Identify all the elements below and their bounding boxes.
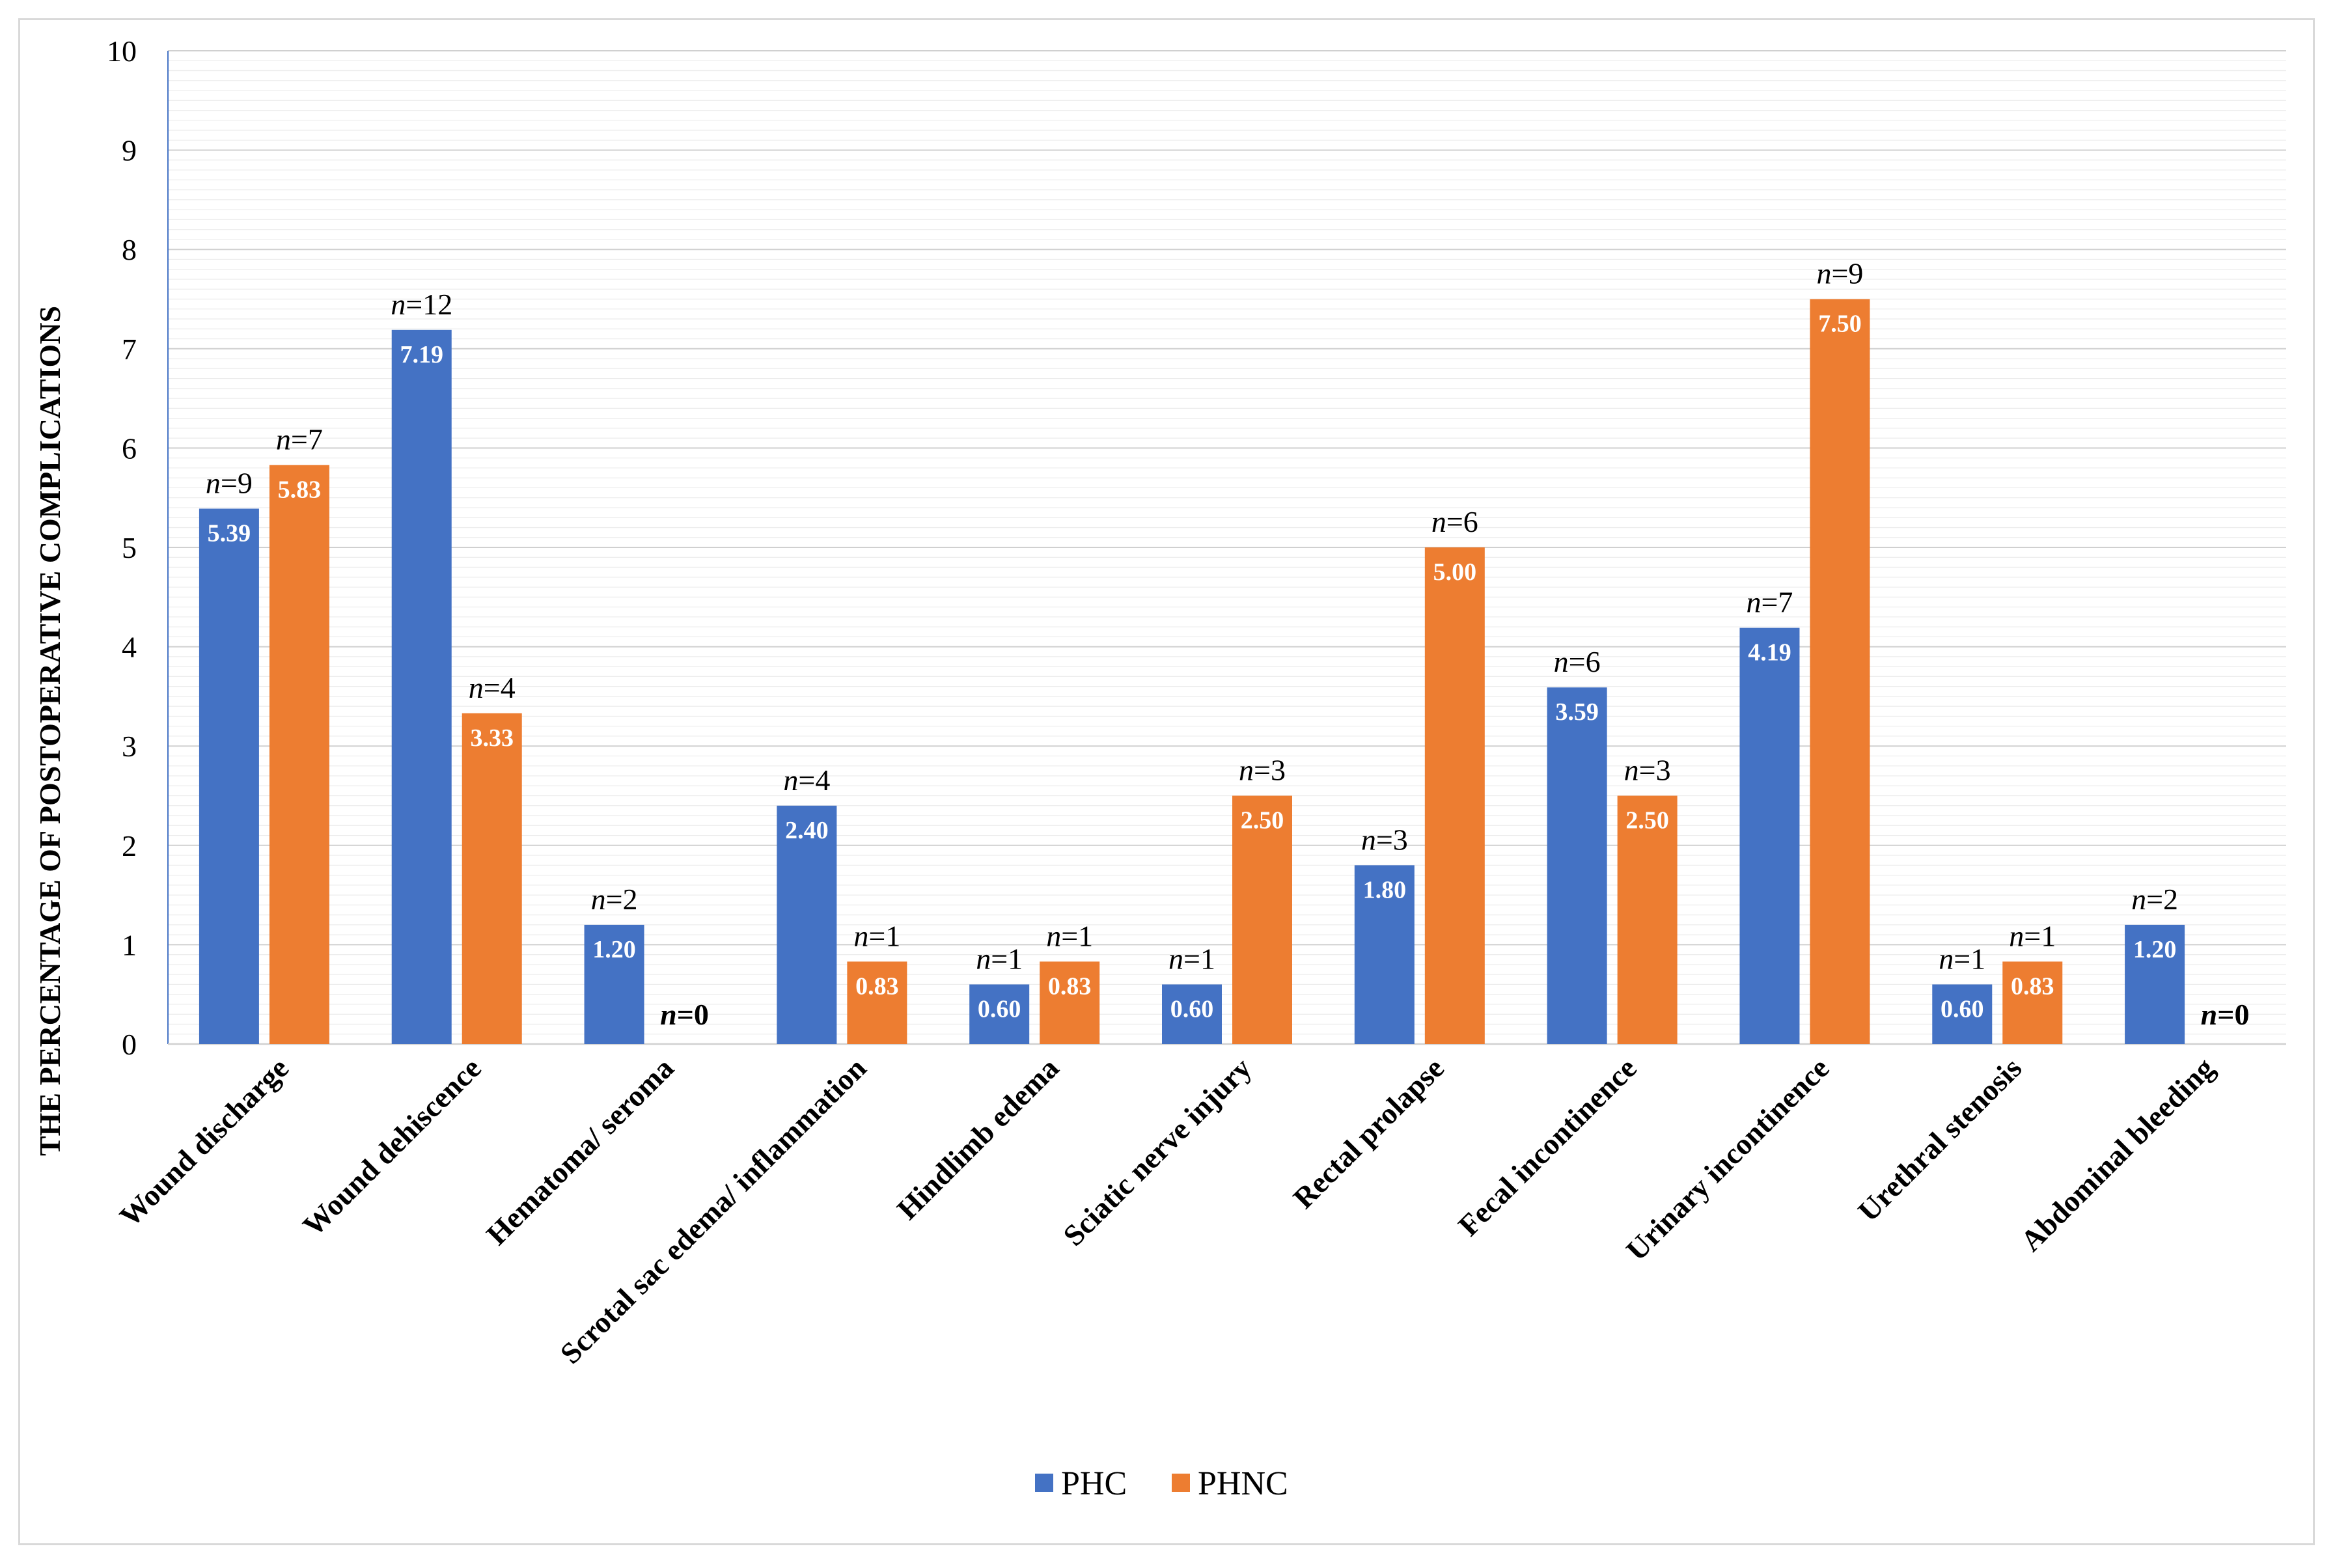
n-count-label: n=2	[591, 883, 638, 916]
n-count-label: n=12	[391, 288, 452, 321]
bar-phnc	[1617, 795, 1678, 1044]
bar-phnc	[1232, 795, 1292, 1044]
y-tick-label: 2	[122, 829, 137, 862]
bar-value-label: 3.59	[1555, 698, 1599, 726]
n-count-label: n=6	[1554, 645, 1601, 678]
category-label: Hematoma/ seroma	[480, 1051, 680, 1251]
bar-value-label: 0.60	[978, 995, 1021, 1023]
bar-value-label: 0.60	[1941, 995, 1984, 1023]
y-tick-label: 6	[122, 432, 137, 465]
bar-phnc	[1424, 547, 1485, 1044]
bar-phc	[1932, 984, 1993, 1044]
bar-phnc	[462, 713, 522, 1044]
legend-swatch-phnc	[1172, 1474, 1190, 1492]
y-tick-label: 5	[122, 531, 137, 564]
category-label: Urethral stenosis	[1851, 1051, 2028, 1228]
bar-value-label: 0.83	[855, 972, 899, 1000]
category-label: Hindlimb edema	[891, 1051, 1065, 1226]
n-count-label: n=1	[976, 942, 1023, 975]
category-label: Abdominal bleeding	[2014, 1051, 2220, 1258]
n-count-label: n=3	[1239, 754, 1286, 787]
bar-value-label: 5.39	[208, 519, 251, 547]
y-axis-label: THE PERCENTAGE OF POSTOPERATIVE COMPLICA…	[33, 306, 66, 1156]
y-tick-label: 3	[122, 730, 137, 763]
y-tick-label: 1	[122, 928, 137, 961]
bar-phnc	[1810, 299, 1870, 1044]
legend-swatch-phc	[1035, 1474, 1053, 1492]
y-tick-label: 10	[107, 34, 137, 68]
legend-label-phnc: PHNC	[1198, 1465, 1288, 1502]
category-label: Urinary incontinence	[1620, 1051, 1835, 1267]
bar-value-label: 0.60	[1170, 995, 1214, 1023]
bar-phc	[584, 924, 644, 1044]
bar-value-label: 7.19	[400, 341, 443, 368]
n-count-label: n=1	[1939, 942, 1985, 975]
bar-phc	[1739, 627, 1800, 1044]
n-count-label: n=1	[1046, 919, 1093, 952]
y-tick-label: 4	[122, 631, 137, 664]
n-count-label: n=1	[1168, 942, 1215, 975]
bar-value-label: 1.20	[2133, 936, 2177, 963]
n-count-label: n=7	[1746, 586, 1793, 619]
bar-value-label: 2.40	[785, 817, 829, 844]
category-label: Sciatic nerve injury	[1057, 1051, 1258, 1252]
bar-value-label: 1.80	[1363, 876, 1407, 903]
bar-phc	[391, 329, 452, 1044]
bar-value-label: 1.20	[592, 936, 636, 963]
bar-value-label: 5.00	[1433, 558, 1477, 586]
bar-value-label: 0.83	[2011, 972, 2054, 1000]
n-count-label: n=6	[1431, 505, 1478, 538]
bar-phc	[199, 508, 259, 1044]
category-label: Fecal incontinence	[1452, 1051, 1643, 1243]
y-tick-label: 7	[122, 333, 137, 366]
bar-value-label: 5.83	[278, 476, 322, 503]
bar-phc	[777, 805, 837, 1044]
n-count-label: n=3	[1361, 823, 1408, 856]
y-tick-label: 0	[122, 1028, 137, 1061]
n-count-label: n=9	[1816, 257, 1863, 290]
bar-phc	[1547, 687, 1607, 1044]
bar-value-label: 2.50	[1241, 807, 1284, 834]
n-count-label: n=9	[206, 466, 253, 499]
n-count-label: n=4	[469, 671, 516, 704]
bar-value-label: 7.50	[1818, 310, 1862, 338]
bar-value-label: 2.50	[1625, 807, 1669, 834]
n-count-label: n=7	[276, 422, 323, 456]
n-count-label: n=2	[2131, 883, 2178, 916]
bar-phnc	[847, 961, 907, 1044]
bar-value-label: 3.33	[470, 724, 514, 752]
n-count-label: n=0	[2201, 998, 2250, 1031]
bar-phc	[1162, 984, 1222, 1044]
y-tick-label: 8	[122, 233, 137, 266]
bar-phc	[969, 984, 1030, 1044]
bar-phnc	[1040, 961, 1100, 1044]
n-count-label: n=0	[660, 998, 709, 1031]
bar-value-label: 0.83	[1048, 972, 1092, 1000]
n-count-label: n=3	[1624, 754, 1671, 787]
category-label: Wound dehiscence	[296, 1051, 488, 1243]
bar-value-label: 4.19	[1748, 639, 1791, 667]
bar-phc	[2125, 924, 2185, 1044]
category-label: Rectal prolapse	[1287, 1051, 1450, 1215]
bar-phnc	[2002, 961, 2063, 1044]
category-label: Scrotal sac edema/ inflammation	[554, 1051, 873, 1370]
n-count-label: n=4	[783, 763, 830, 797]
y-tick-label: 9	[122, 134, 137, 167]
legend-label-phc: PHC	[1061, 1465, 1127, 1502]
n-count-label: n=1	[2009, 919, 2056, 952]
category-label: Wound discharge	[113, 1051, 295, 1233]
n-count-label: n=1	[853, 919, 900, 952]
bar-phnc	[269, 465, 329, 1044]
bar-phc	[1354, 865, 1415, 1044]
